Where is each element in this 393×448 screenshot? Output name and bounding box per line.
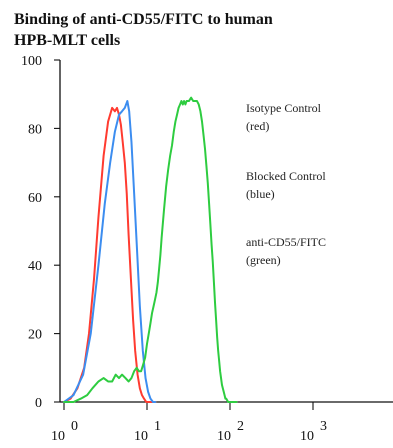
x-tick-exp-3: 3	[320, 419, 327, 434]
series-line-1	[63, 100, 157, 403]
y-tick-label-20: 20	[28, 328, 42, 343]
legend-blocked-label: Blocked Control	[246, 169, 326, 183]
y-tick-label-40: 40	[28, 259, 42, 274]
y-tick-label-80: 80	[28, 122, 42, 137]
x-tick-label-0: 10	[51, 429, 65, 444]
series-group	[63, 96, 238, 403]
legend-anticd55-color: (green)	[246, 253, 281, 267]
x-tick-label-2: 10	[217, 429, 231, 444]
y-tick-label-0: 0	[35, 396, 42, 411]
y-tick-label-100: 100	[21, 54, 42, 69]
x-tick-exp-2: 2	[237, 419, 244, 434]
series-line-0	[63, 106, 157, 403]
y-tick-label-60: 60	[28, 191, 42, 206]
x-tick-exp-1: 1	[154, 419, 161, 434]
series-line-2	[63, 96, 238, 403]
legend-isotype-color: (red)	[246, 119, 269, 133]
legend-blocked-color: (blue)	[246, 187, 275, 201]
chart-title-line-2: HPB-MLT cells	[14, 32, 120, 49]
x-tick-exp-0: 0	[71, 419, 78, 434]
x-tick-label-1: 10	[134, 429, 148, 444]
x-tick-label-3: 10	[300, 429, 314, 444]
chart-title-line-1: Binding of anti-CD55/FITC to human	[14, 11, 273, 28]
legend-isotype-label: Isotype Control	[246, 101, 322, 115]
legend-anticd55-label: anti-CD55/FITC	[246, 235, 326, 249]
